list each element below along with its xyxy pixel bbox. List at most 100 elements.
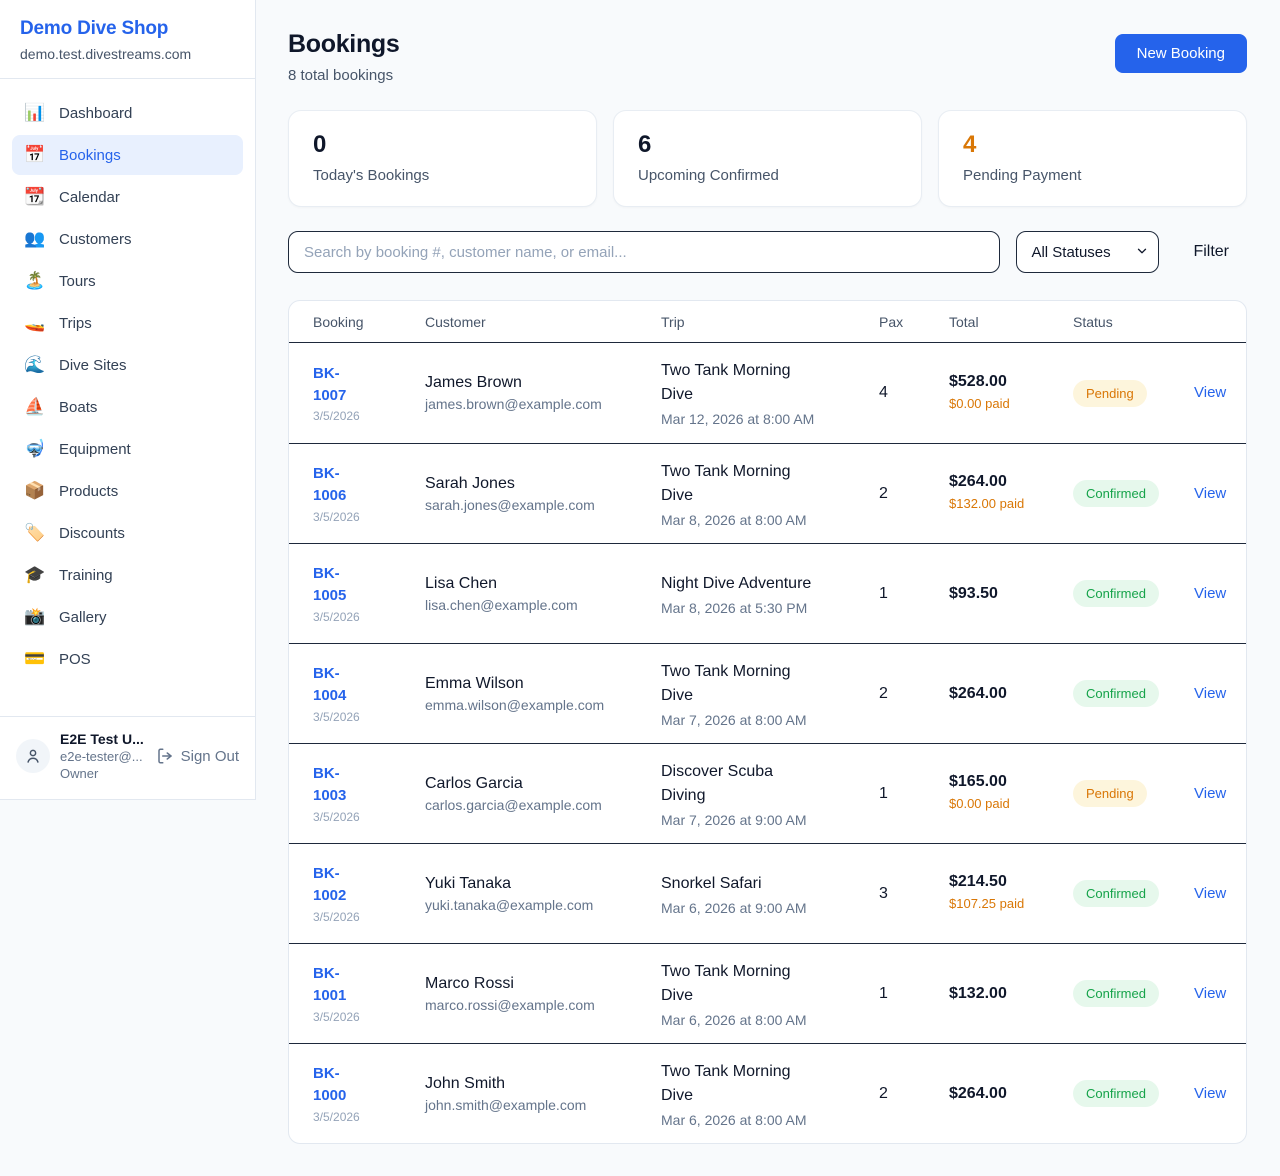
customer-email: carlos.garcia@example.com [425, 796, 602, 813]
total-amount: $528.00 [949, 372, 1007, 390]
sign-out-label: Sign Out [180, 747, 239, 765]
status-badge: Confirmed [1073, 680, 1159, 707]
booking-date: 3/5/2026 [313, 909, 360, 924]
sidebar-item-dashboard[interactable]: 📊 Dashboard [12, 93, 243, 133]
view-link[interactable]: View [1194, 884, 1227, 902]
booking-id-link[interactable]: BK-1001 [313, 965, 347, 1004]
table-row: BK-1003 3/5/2026 Carlos Garcia carlos.ga… [289, 743, 1246, 843]
booking-cell: BK-1005 3/5/2026 [313, 563, 425, 624]
column-header-trip: Trip [661, 313, 685, 330]
booking-id-link[interactable]: BK-1007 [313, 364, 347, 404]
total-cell: $264.00 $132.00 paid [949, 473, 1073, 513]
table-row: BK-1005 3/5/2026 Lisa Chen lisa.chen@exa… [289, 543, 1246, 643]
booking-id-link[interactable]: BK-1006 [313, 465, 347, 504]
booking-id-link[interactable]: BK-1005 [313, 565, 347, 604]
sidebar-item-label: Customers [59, 230, 132, 248]
sidebar-user-footer: E2E Test U... e2e-tester@... Owner Sign … [0, 716, 255, 799]
discounts-icon: 🏷️ [24, 523, 46, 543]
customer-cell: Lisa Chen lisa.chen@example.com [425, 575, 661, 613]
status-cell: Confirmed [1073, 880, 1194, 907]
page-title-block: Bookings 8 total bookings [288, 30, 400, 84]
trip-datetime: Mar 6, 2026 at 9:00 AM [661, 899, 807, 916]
booking-date: 3/5/2026 [313, 1009, 360, 1024]
booking-id-link[interactable]: BK-1003 [313, 765, 347, 804]
customer-name: Sarah Jones [425, 474, 515, 492]
trip-name: Discover Scuba Diving [661, 762, 774, 804]
column-header-customer: Customer [425, 313, 486, 330]
stat-label: Upcoming Confirmed [638, 167, 779, 184]
booking-id-link[interactable]: BK-1002 [313, 865, 347, 904]
products-icon: 📦 [24, 481, 46, 501]
view-link[interactable]: View [1194, 584, 1227, 602]
customer-cell: John Smith john.smith@example.com [425, 1075, 661, 1113]
status-cell: Confirmed [1073, 980, 1194, 1007]
pax-count: 1 [879, 984, 888, 1002]
view-link[interactable]: View [1194, 384, 1227, 401]
calendar-icon: 📆 [24, 187, 46, 207]
paid-amount: $107.25 paid [949, 896, 1025, 912]
sidebar-item-products[interactable]: 📦 Products [12, 471, 243, 511]
status-filter-select[interactable]: All Statuses [1016, 231, 1160, 273]
trip-datetime: Mar 6, 2026 at 8:00 AM [661, 1011, 807, 1028]
filter-button[interactable]: Filter [1175, 235, 1247, 269]
sidebar-item-label: Boats [59, 398, 98, 416]
sidebar-item-equipment[interactable]: 🤿 Equipment [12, 429, 243, 469]
total-cell: $264.00 [949, 1085, 1073, 1103]
customers-icon: 👥 [24, 229, 46, 249]
view-link[interactable]: View [1194, 984, 1227, 1002]
view-cell: View [1194, 685, 1226, 703]
booking-cell: BK-1004 3/5/2026 [313, 663, 425, 724]
page-title: Bookings [288, 30, 400, 58]
trip-name: Two Tank Morning Dive [661, 362, 791, 403]
view-link[interactable]: View [1194, 684, 1227, 702]
bookings-table: Booking Customer Trip Pax Total Status BK-100… [288, 300, 1247, 1144]
booking-id-link[interactable]: BK-1000 [313, 1065, 347, 1104]
booking-date: 3/5/2026 [313, 509, 360, 524]
customer-cell: Sarah Jones sarah.jones@example.com [425, 475, 661, 513]
sidebar-item-label: Calendar [59, 188, 120, 206]
view-link[interactable]: View [1194, 1084, 1227, 1102]
view-link[interactable]: View [1194, 784, 1227, 802]
status-cell: Confirmed [1073, 580, 1194, 607]
status-filter: All Statuses [1016, 231, 1160, 273]
sidebar-item-dive-sites[interactable]: 🌊 Dive Sites [12, 345, 243, 385]
table-row: BK-1004 3/5/2026 Emma Wilson emma.wilson… [289, 643, 1246, 743]
customer-email: john.smith@example.com [425, 1096, 587, 1113]
sidebar-item-customers[interactable]: 👥 Customers [12, 219, 243, 259]
search-input[interactable] [288, 231, 1001, 273]
new-booking-button[interactable]: New Booking [1114, 34, 1247, 73]
sidebar-item-pos[interactable]: 💳 POS [12, 639, 243, 679]
paid-amount: $0.00 paid [949, 395, 1010, 411]
customer-cell: Carlos Garcia carlos.garcia@example.com [425, 775, 661, 813]
paid-amount: $132.00 paid [949, 496, 1025, 512]
sidebar-item-bookings[interactable]: 📅 Bookings [12, 135, 243, 175]
sidebar-item-calendar[interactable]: 📆 Calendar [12, 177, 243, 217]
sign-out-icon [157, 748, 172, 764]
sidebar-item-discounts[interactable]: 🏷️ Discounts [12, 513, 243, 553]
tours-icon: 🏝️ [24, 271, 46, 291]
booking-cell: BK-1006 3/5/2026 [313, 463, 425, 524]
sidebar-nav: 📊 Dashboard 📅 Bookings 📆 Calendar 👥 Cust… [0, 79, 255, 716]
sidebar-item-gallery[interactable]: 📸 Gallery [12, 597, 243, 637]
sidebar-item-training[interactable]: 🎓 Training [12, 555, 243, 595]
sidebar-item-label: Dive Sites [59, 356, 127, 374]
sidebar-item-trips[interactable]: 🚤 Trips [12, 303, 243, 343]
trip-cell: Snorkel Safari Mar 6, 2026 at 9:00 AM [661, 872, 879, 916]
training-icon: 🎓 [24, 565, 46, 585]
trip-name: Two Tank Morning Dive [661, 962, 791, 1004]
trip-name: Night Dive Adventure [661, 574, 812, 592]
sidebar-item-tours[interactable]: 🏝️ Tours [12, 261, 243, 301]
customer-cell: Yuki Tanaka yuki.tanaka@example.com [425, 875, 661, 913]
view-link[interactable]: View [1194, 484, 1227, 502]
pax-count: 3 [879, 884, 888, 902]
status-badge: Pending [1073, 780, 1147, 807]
customer-name: Yuki Tanaka [425, 874, 511, 892]
booking-id-link[interactable]: BK-1004 [313, 665, 347, 704]
sidebar-item-boats[interactable]: ⛵ Boats [12, 387, 243, 427]
customer-cell: James Brown james.brown@example.com [425, 374, 661, 412]
gallery-icon: 📸 [24, 607, 46, 627]
column-header-total: Total [949, 313, 979, 330]
stat-card: 4 Pending Payment [938, 110, 1247, 207]
customer-email: marco.rossi@example.com [425, 996, 595, 1013]
sign-out-button[interactable]: Sign Out [156, 747, 239, 765]
